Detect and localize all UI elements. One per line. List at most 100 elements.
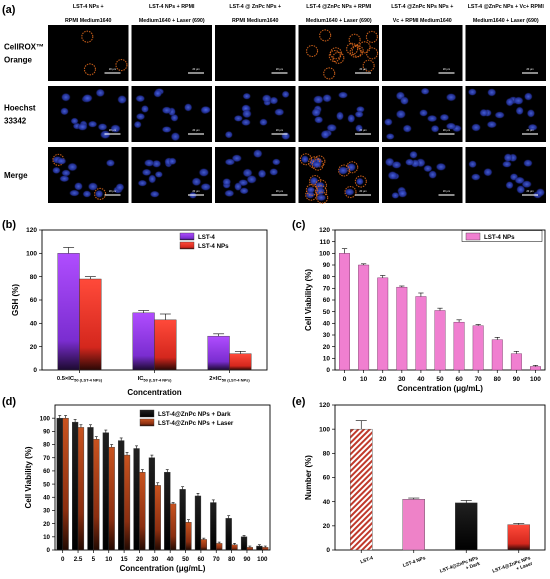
x-tick-label: LST-4 bbox=[360, 555, 375, 565]
nucleus bbox=[246, 174, 258, 184]
legend-swatch bbox=[139, 409, 155, 418]
bar-lst-4-nps-6 bbox=[453, 321, 465, 371]
nucleus bbox=[423, 164, 433, 173]
bar-lst-4-znpc-nps-dark-6 bbox=[148, 457, 156, 551]
panel-c-label: (c) bbox=[292, 219, 306, 231]
nucleus bbox=[224, 130, 234, 139]
nucleus bbox=[347, 113, 356, 124]
legend: LST-4 LST-4 NPs bbox=[179, 232, 229, 250]
x-tick-label: 90 bbox=[513, 376, 521, 383]
x-tick-label: 70 bbox=[213, 556, 220, 563]
bar-lst-4-nps-0 bbox=[79, 278, 102, 371]
legend-label: LST-4 bbox=[198, 234, 215, 241]
y-tick-label: 100 bbox=[26, 251, 37, 258]
y-tick-label: 60 bbox=[30, 297, 38, 304]
bar-lst-4-nps-8 bbox=[491, 339, 503, 371]
y-tick-label: 0 bbox=[33, 367, 37, 374]
column-header-2: LST-4 @ ZnPc NPs + bbox=[229, 4, 281, 10]
bar-lst-4-znpc-nps-dark-7 bbox=[164, 472, 171, 551]
nucleus bbox=[322, 93, 332, 103]
scale-bar-label: 20 μm bbox=[276, 128, 283, 132]
x-tick-label: 20 bbox=[379, 376, 387, 383]
legend-label: LST-4@ZnPc NPs + Dark bbox=[158, 411, 231, 418]
x-axis-label: Concentration (μg/mL) bbox=[120, 564, 206, 573]
nucleus bbox=[311, 108, 322, 118]
nucleus bbox=[257, 169, 267, 179]
nucleus bbox=[60, 107, 69, 116]
y-tick-label: 90 bbox=[43, 429, 50, 436]
y-tick-label: 70 bbox=[43, 455, 50, 462]
nucleus bbox=[523, 159, 533, 168]
nucleus bbox=[439, 113, 450, 122]
bar-lst-4-nps-7 bbox=[472, 325, 484, 371]
nucleus bbox=[135, 112, 146, 121]
nucleus bbox=[420, 87, 430, 95]
nucleus bbox=[445, 92, 457, 102]
scale-bar-label: 20 μm bbox=[109, 189, 116, 193]
nucleus bbox=[391, 160, 402, 169]
bar-lst-4-nps-0 bbox=[339, 253, 350, 371]
nucleus bbox=[315, 194, 327, 202]
x-tick-label: 60 bbox=[197, 556, 204, 563]
y-tick-label: 100 bbox=[40, 415, 51, 422]
x-tick-label: 20 bbox=[136, 556, 143, 563]
nucleus bbox=[242, 92, 252, 100]
ros-signal bbox=[346, 42, 359, 55]
micrograph-r0-c1: 20 μm bbox=[131, 25, 212, 81]
nucleus bbox=[344, 188, 355, 196]
nucleus bbox=[67, 162, 78, 172]
x-tick-label: 5 bbox=[92, 556, 96, 563]
nucleus bbox=[505, 181, 514, 190]
micrograph-r1-c5: 20 μm bbox=[465, 86, 546, 142]
column-header-2: RPMI Medium1640 bbox=[232, 18, 279, 24]
y-tick-label: 80 bbox=[323, 451, 331, 458]
nucleus bbox=[355, 177, 364, 186]
x-tick-label: LST-4 NPs bbox=[402, 555, 427, 569]
legend-swatch bbox=[139, 418, 155, 427]
nucleus bbox=[198, 167, 210, 178]
nucleus bbox=[73, 181, 84, 191]
nucleus bbox=[354, 124, 364, 133]
nucleus bbox=[133, 120, 142, 129]
micrograph-r2-c1: 20 μm bbox=[131, 147, 212, 203]
y-axis-label: Number (%) bbox=[304, 455, 313, 500]
x-axis-label: Concentration bbox=[127, 388, 181, 397]
bar-lst-4-znpc-nps-dark-9 bbox=[194, 495, 202, 551]
bar-lst-4-znpc-nps-laser-5 bbox=[139, 472, 146, 551]
y-tick-label: 60 bbox=[323, 297, 331, 304]
micrograph-r0-c0: 20 μm bbox=[48, 25, 129, 81]
panel-d-label: (d) bbox=[2, 396, 16, 408]
scale-bar-label: 20 μm bbox=[276, 67, 283, 71]
nucleus bbox=[428, 170, 438, 180]
nucleus bbox=[409, 150, 418, 159]
y-tick-label: 50 bbox=[323, 309, 331, 316]
nucleus bbox=[183, 103, 193, 112]
y-tick-label: 40 bbox=[30, 321, 38, 328]
bar-lst-4-znpc-nps-laser-3 bbox=[108, 446, 115, 551]
nucleus bbox=[385, 132, 395, 140]
x-tick-label: IC50 (LST-4 NPs) bbox=[138, 376, 172, 383]
nucleus bbox=[312, 95, 324, 105]
nucleus bbox=[430, 124, 440, 133]
panel-e-label: (e) bbox=[292, 396, 306, 408]
nucleus bbox=[200, 105, 212, 114]
column-header-1: Medium1640 + Laser (690) bbox=[139, 18, 205, 24]
column-header-1: LST-4 NPs + RPMI bbox=[149, 4, 195, 10]
x-tick-label: 80 bbox=[494, 376, 502, 383]
micrograph-r0-c3: 20 μm bbox=[298, 25, 379, 81]
nucleus bbox=[68, 189, 80, 197]
micrograph-r0-c4: 20 μm bbox=[382, 25, 463, 81]
scale-bar-label: 20 μm bbox=[276, 189, 283, 193]
nucleus bbox=[346, 162, 357, 172]
y-tick-label: 30 bbox=[43, 508, 50, 515]
y-tick-label: 0 bbox=[47, 547, 51, 554]
bar-lst-4-2 bbox=[207, 335, 230, 371]
nucleus bbox=[110, 124, 121, 134]
nucleus bbox=[391, 191, 400, 200]
column-header-3: Medium1640 + Laser (690) bbox=[306, 18, 372, 24]
bar-lst-4-znpc-nps-laser-11 bbox=[231, 544, 238, 551]
y-tick-label: 100 bbox=[319, 426, 330, 433]
nucleus bbox=[470, 123, 482, 132]
nucleus bbox=[354, 110, 364, 119]
